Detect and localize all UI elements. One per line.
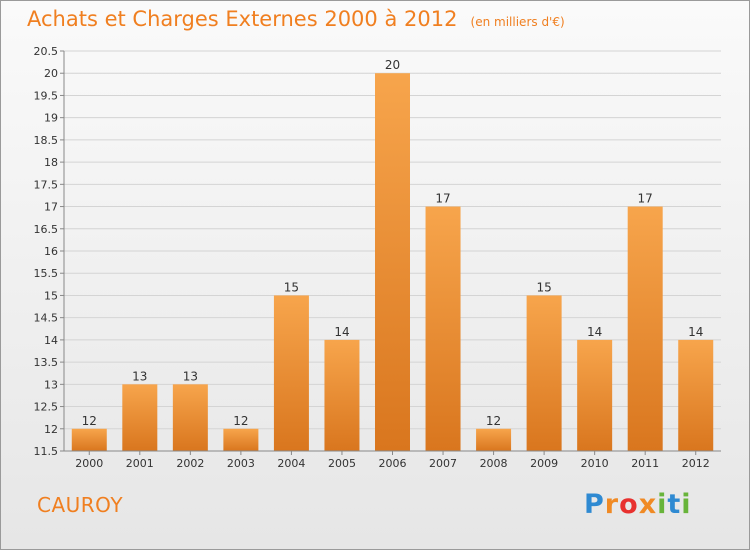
bar-2011 [627, 206, 663, 451]
y-tick-label: 14 [44, 334, 58, 347]
bar-2001 [122, 384, 158, 451]
logo-letter: P [584, 489, 605, 520]
x-tick-label: 2010 [581, 457, 609, 470]
y-tick-label: 15.5 [34, 267, 59, 280]
bar-2008 [476, 428, 512, 451]
axes [60, 50, 721, 455]
x-tick-label: 2011 [631, 457, 659, 470]
bar-2010 [577, 339, 613, 451]
y-tick-label: 16 [44, 245, 58, 258]
bar-value-label: 14 [688, 325, 703, 339]
bar-2000 [71, 428, 107, 451]
chart-subtitle: (en milliers d'€) [470, 15, 565, 29]
y-tick-label: 12.5 [34, 401, 59, 414]
logo-letter: i [681, 489, 692, 520]
bar-2005 [324, 339, 360, 451]
y-tick-label: 17.5 [34, 178, 59, 191]
y-tick-label: 18 [44, 156, 58, 169]
bar-2003 [223, 428, 259, 451]
bars [71, 73, 714, 451]
bar-value-label: 12 [486, 414, 501, 428]
y-tick-label: 11.5 [34, 445, 59, 458]
x-tick-label: 2012 [682, 457, 710, 470]
bar-2002 [172, 384, 208, 451]
town-name: CAUROY [37, 493, 124, 517]
x-tick-label: 2001 [126, 457, 154, 470]
bar-2007 [425, 206, 461, 451]
y-tick-label: 13.5 [34, 356, 59, 369]
y-tick-label: 18.5 [34, 134, 59, 147]
bar-2009 [526, 295, 562, 451]
y-tick-label: 19.5 [34, 89, 59, 102]
x-tick-label: 2007 [429, 457, 457, 470]
bar-value-label: 12 [82, 414, 97, 428]
y-tick-label: 15 [44, 289, 58, 302]
chart-header: Achats et Charges Externes 2000 à 2012 (… [27, 7, 565, 31]
y-tick-label: 20 [44, 67, 58, 80]
labels: 11.5 12 12.5 13 13.5 14 14.5 15 15.5 16 16.5 17 17.5… [34, 45, 710, 470]
bar-value-label: 15 [536, 280, 551, 294]
y-tick-label: 16.5 [34, 223, 59, 236]
bar-value-label: 17 [638, 192, 653, 206]
y-tick-label: 13 [44, 378, 58, 391]
bar-2012 [678, 339, 714, 451]
x-tick-label: 2003 [227, 457, 255, 470]
x-tick-label: 2008 [480, 457, 508, 470]
proxiti-logo: Proxiti [584, 489, 692, 520]
y-tick-label: 17 [44, 201, 58, 214]
y-tick-label: 20.5 [34, 45, 59, 58]
x-tick-label: 2002 [176, 457, 204, 470]
bar-2004 [273, 295, 309, 451]
x-tick-label: 2005 [328, 457, 356, 470]
x-tick-label: 2006 [379, 457, 407, 470]
logo-letter: r [604, 489, 620, 520]
bar-2006 [375, 73, 410, 451]
bar-value-label: 17 [435, 192, 450, 206]
x-tick-label: 2004 [277, 457, 305, 470]
bar-value-label: 13 [183, 369, 198, 383]
x-tick-label: 2009 [530, 457, 558, 470]
chart-title: Achats et Charges Externes 2000 à 2012 [27, 7, 458, 31]
bar-value-label: 14 [334, 325, 349, 339]
logo-letter: x [638, 489, 658, 520]
y-tick-label: 12 [44, 423, 58, 436]
logo-letter: o [619, 489, 639, 520]
logo-letter: t [667, 489, 682, 520]
bar-value-label: 12 [233, 414, 248, 428]
y-tick-label: 19 [44, 112, 58, 125]
y-tick-label: 14.5 [34, 312, 59, 325]
x-tick-label: 2000 [75, 457, 103, 470]
bar-value-label: 14 [587, 325, 602, 339]
bar-value-label: 15 [284, 280, 299, 294]
bar-value-label: 13 [132, 369, 147, 383]
bar-value-label: 20 [385, 58, 400, 72]
logo-letter: i [657, 489, 668, 520]
